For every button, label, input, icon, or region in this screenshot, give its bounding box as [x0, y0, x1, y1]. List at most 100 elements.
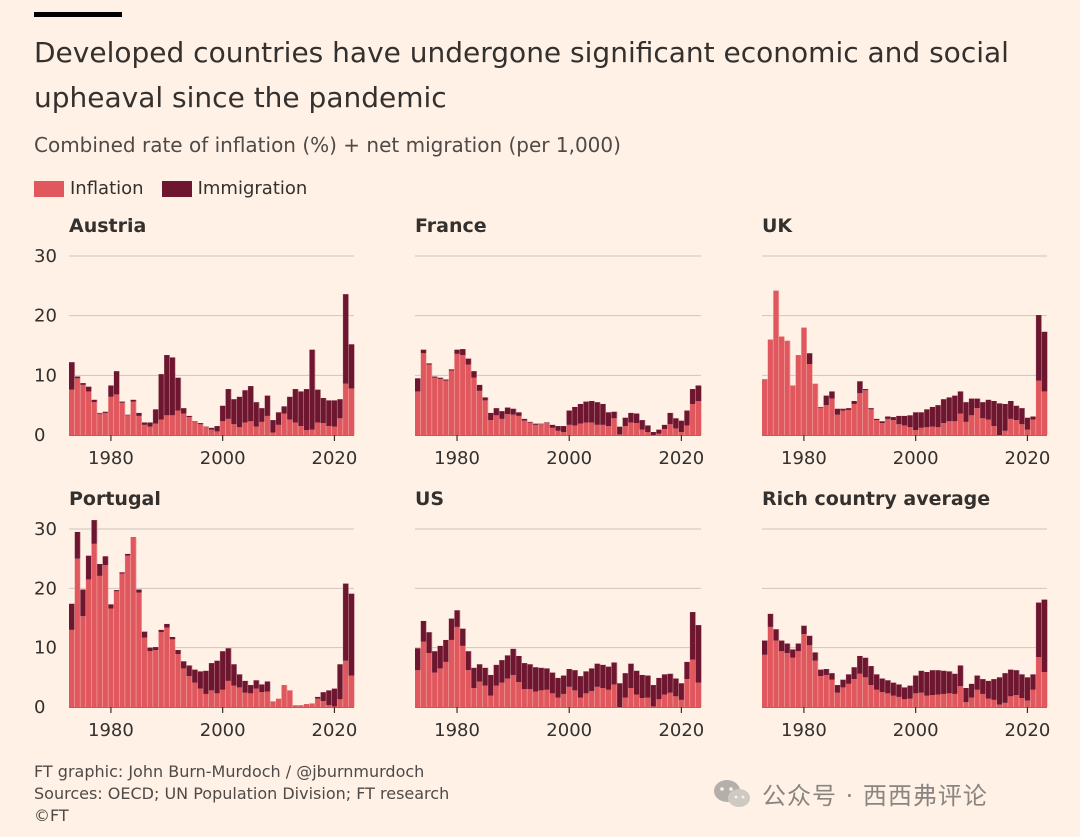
bar-immigration — [667, 673, 674, 693]
bar-inflation — [532, 424, 539, 435]
bar-inflation — [487, 420, 494, 435]
x-tick-label: 2000 — [893, 720, 939, 741]
bar-inflation — [169, 415, 176, 435]
bar-immigration — [767, 613, 774, 627]
bar-inflation — [806, 645, 813, 707]
bar-immigration — [538, 667, 545, 691]
bar-immigration — [197, 423, 204, 425]
bar-inflation — [175, 654, 182, 707]
source-sources: Sources: OECD; UN Population Division; F… — [34, 784, 450, 803]
bar-immigration — [901, 415, 908, 426]
bar-immigration — [136, 412, 142, 416]
bar-immigration — [924, 671, 930, 696]
bar-immigration — [331, 400, 338, 427]
bar-immigration — [656, 429, 663, 434]
x-tick-label: 1980 — [88, 448, 134, 469]
bar-inflation — [890, 695, 897, 707]
bar-immigration — [873, 418, 880, 421]
bar-inflation — [1007, 696, 1014, 707]
bar-immigration — [499, 660, 506, 683]
bar-inflation — [1035, 657, 1042, 707]
bar-inflation — [1041, 671, 1048, 707]
bar-inflation — [431, 377, 438, 435]
bar-inflation — [225, 680, 232, 707]
bar-immigration — [616, 683, 623, 707]
bar-inflation — [935, 694, 942, 707]
x-tick-label: 1980 — [434, 720, 480, 741]
bar-immigration — [538, 423, 545, 425]
bar-immigration — [504, 407, 511, 415]
bar-immigration — [672, 678, 679, 697]
bar-inflation — [459, 645, 466, 707]
bar-immigration — [80, 589, 87, 617]
bar-inflation — [454, 353, 461, 435]
bar-inflation — [639, 429, 646, 435]
bar-immigration — [180, 661, 187, 669]
bar-immigration — [555, 426, 562, 431]
bar-inflation — [879, 692, 886, 707]
bar-inflation — [543, 689, 550, 707]
bar-immigration — [952, 395, 958, 422]
bar-inflation — [656, 699, 663, 707]
bar-inflation — [940, 693, 947, 707]
bar-inflation — [437, 668, 444, 707]
bar-immigration — [644, 425, 651, 433]
y-tick-label: 30 — [34, 246, 57, 267]
bar-immigration — [560, 426, 567, 433]
bar-immigration — [583, 401, 590, 423]
bar-immigration — [208, 663, 215, 691]
bar-inflation — [823, 405, 830, 435]
bar-inflation — [186, 676, 193, 707]
bar-immigration — [465, 358, 472, 365]
bar-inflation — [879, 423, 886, 435]
bar-immigration — [588, 400, 595, 423]
bar-inflation — [661, 429, 668, 435]
bar-immigration — [935, 670, 942, 695]
bar-inflation — [689, 403, 696, 435]
bar-immigration — [1030, 416, 1037, 420]
bar-immigration — [845, 408, 852, 410]
bar-inflation — [459, 355, 466, 435]
bar-inflation — [320, 423, 327, 435]
bar-immigration — [762, 379, 768, 381]
bar-immigration — [801, 625, 808, 635]
bar-inflation — [164, 627, 170, 707]
bar-inflation — [823, 674, 830, 707]
bar-immigration — [918, 412, 925, 428]
bar-inflation — [650, 706, 657, 707]
bar-inflation — [431, 672, 438, 707]
bar-inflation — [952, 693, 958, 707]
bar-immigration — [611, 662, 618, 685]
bar-inflation — [247, 421, 254, 435]
bar-inflation — [85, 391, 92, 435]
bar-inflation — [549, 427, 556, 435]
bar-immigration — [985, 399, 992, 420]
bar-immigration — [879, 678, 886, 693]
bar-immigration — [197, 671, 204, 689]
bar-inflation — [1013, 695, 1020, 707]
x-tick-label: 2020 — [658, 720, 704, 741]
bar-inflation — [801, 634, 808, 707]
bar-immigration — [1002, 403, 1009, 431]
bar-inflation — [197, 424, 204, 435]
bar-inflation — [420, 641, 427, 707]
bar-immigration — [773, 629, 780, 641]
bar-immigration — [918, 670, 925, 693]
bar-inflation — [985, 419, 992, 435]
bar-immigration — [102, 411, 109, 413]
bar-inflation — [314, 698, 321, 707]
bar-inflation — [124, 415, 131, 435]
bar-inflation — [85, 579, 92, 707]
bar-immigration — [108, 385, 115, 397]
bar-inflation — [108, 396, 115, 435]
bar-immigration — [219, 651, 226, 690]
bar-immigration — [543, 422, 550, 424]
bar-immigration — [611, 411, 618, 419]
x-tick-label: 2020 — [1005, 720, 1051, 741]
bar-immigration — [426, 632, 433, 654]
bar-inflation — [119, 402, 126, 435]
bar-immigration — [476, 384, 483, 391]
bar-immigration — [661, 424, 668, 430]
bar-inflation — [689, 659, 696, 707]
